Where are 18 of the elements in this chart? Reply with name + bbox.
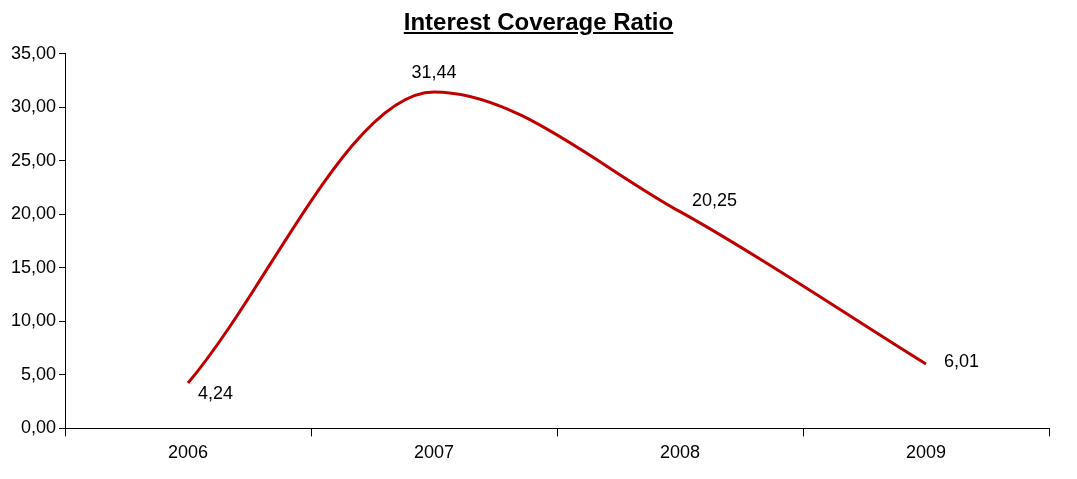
y-tick-label: 0,00 [21, 417, 57, 438]
y-tick-label: 15,00 [11, 256, 57, 277]
data-label: 6,01 [944, 351, 980, 372]
x-tick-label: 2007 [414, 442, 455, 463]
chart-title: Interest Coverage Ratio [402, 8, 675, 36]
data-label: 4,24 [198, 382, 234, 403]
y-tick-label: 25,00 [11, 149, 57, 170]
data-label: 31,44 [411, 61, 457, 82]
x-tick-label: 2008 [659, 442, 701, 463]
y-tick-label: 20,00 [11, 203, 57, 224]
y-tick-label: 5,00 [21, 363, 57, 384]
y-tick-label: 10,00 [11, 310, 57, 331]
x-tick-label: 2006 [168, 442, 209, 463]
x-tick-label: 2009 [905, 442, 947, 463]
data-label: 20,25 [692, 189, 738, 210]
line-series [186, 90, 928, 385]
y-tick-label: 35,00 [11, 42, 57, 63]
y-tick-label: 30,00 [11, 96, 57, 117]
